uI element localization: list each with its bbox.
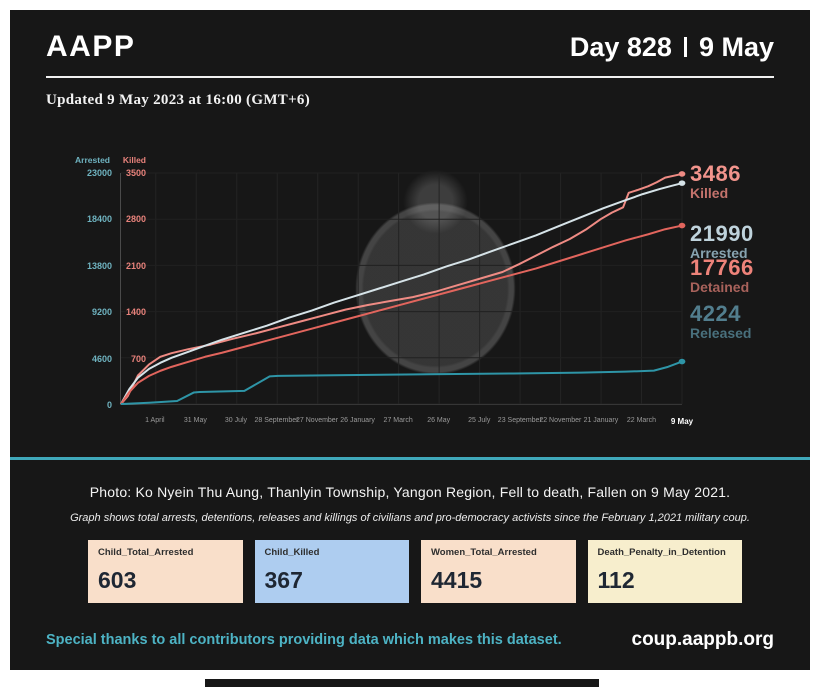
stat-card-death-penalty: Death_Penalty_in_Detention 112 [587, 540, 742, 603]
x-tick-label: 23 September [497, 417, 542, 424]
line-chart: Arrested Killed 23000 3500 18400 2800 13800 2… [50, 155, 786, 437]
day-label: Day 828 [569, 31, 672, 62]
header: AAPP Day 828 9 May [10, 10, 810, 64]
footer: Special thanks to all contributors provi… [46, 629, 774, 651]
series-end-dot-killed [678, 171, 686, 177]
killed-tick: 700 [130, 353, 146, 364]
released-label: Released [690, 325, 752, 341]
graph-note: Graph shows total arrests, detentions, r… [70, 512, 750, 524]
x-tick-label: 22 March [626, 417, 657, 424]
arrested-tick: 9200 [91, 307, 112, 318]
killed-total: 3486 [690, 161, 741, 186]
x-axis: 1 April 31 May 30 July 28 September 27 Novem… [120, 415, 693, 429]
arrested-tick: 23000 [86, 168, 112, 178]
photo-caption: Photo: Ko Nyein Thu Aung, Thanlyin Towns… [89, 484, 731, 500]
y-axis-row: 9200 1400 [50, 307, 146, 317]
separator-bar-icon [683, 37, 687, 57]
series-line-arrested [121, 183, 682, 404]
y-axis-row: 0 [50, 400, 146, 410]
chart-svg [121, 171, 686, 404]
stat-card-value: 4415 [431, 567, 483, 593]
arrested-tick: 4600 [91, 353, 112, 364]
x-tick-label: 26 May [427, 417, 451, 424]
stat-card-label: Child_Killed [264, 547, 320, 558]
y-axis-row: 23000 3500 [50, 168, 146, 178]
arrested-label: Arrested [690, 245, 748, 261]
detained-total: 17766 [690, 255, 754, 280]
stat-card-value: 112 [597, 567, 635, 593]
main-panel: AAPP Day 828 9 May Updated 9 May 2023 at… [10, 10, 810, 670]
released-total: 4224 [690, 301, 741, 326]
teal-divider [10, 457, 810, 460]
thanks-text: Special thanks to all contributors provi… [46, 632, 562, 648]
arrested-total: 21990 [690, 221, 754, 246]
annotation-killed: 3486 Killed [690, 163, 741, 203]
stat-cards-row: Child_Total_Arrested 603 Child_Killed 36… [88, 540, 742, 603]
arrested-tick: 13800 [86, 260, 112, 271]
stat-card-women-arrested: Women_Total_Arrested 4415 [421, 540, 576, 603]
website-link[interactable]: coup.aappb.org [631, 629, 775, 650]
arrested-tick: 0 [106, 400, 112, 410]
day-counter: Day 828 9 May [570, 32, 774, 63]
killed-tick [118, 400, 146, 410]
series-line-detained [121, 226, 682, 404]
stat-card-child-arrested: Child_Total_Arrested 603 [88, 540, 243, 603]
brand-title: AAPP [46, 30, 136, 63]
annotation-released: 4224 Released [690, 303, 751, 343]
stat-card-label: Child_Total_Arrested [98, 547, 194, 558]
x-tick-label: 1 April [145, 417, 165, 424]
x-tick-label: 25 July [468, 417, 491, 424]
killed-axis-title: Killed [122, 155, 146, 165]
y-axis: Arrested Killed 23000 3500 18400 2800 13800 2… [50, 155, 146, 410]
x-tick-label: 22 November [539, 417, 582, 424]
y-axis-row: 4600 700 [50, 354, 146, 364]
x-tick-label: 28 September [254, 417, 299, 424]
arrested-axis-title: Arrested [75, 155, 110, 165]
killed-tick: 2100 [125, 260, 146, 271]
stat-card-value: 367 [264, 567, 303, 593]
x-tick-label: 26 January [340, 417, 375, 424]
stat-card-label: Death_Penalty_in_Detention [597, 547, 726, 558]
annotation-detained: 17766 Detained [690, 257, 754, 297]
x-tick-label: 30 July [224, 417, 248, 424]
stat-card-label: Women_Total_Arrested [431, 547, 537, 558]
killed-tick: 3500 [125, 168, 146, 178]
series-end-dot-released [678, 358, 686, 365]
x-tick-label: 9 May [670, 417, 694, 426]
killed-tick: 1400 [125, 307, 146, 318]
series-line-killed [121, 174, 682, 404]
stat-card-value: 603 [98, 567, 137, 593]
y-axis-row: 13800 2100 [50, 261, 146, 271]
updated-timestamp: Updated 9 May 2023 at 16:00 (GMT+6) [46, 92, 311, 108]
annotation-arrested: 21990 Arrested [690, 223, 754, 263]
next-panel-edge [205, 679, 599, 687]
plot-area [120, 161, 686, 416]
stat-card-child-killed: Child_Killed 367 [254, 540, 409, 603]
y-axis-ticks: 23000 3500 18400 2800 13800 2100 9200 1400 4600 7… [50, 168, 146, 410]
y-axis-row: 18400 2800 [50, 214, 146, 224]
x-tick-label: 21 January [583, 417, 619, 424]
arrested-tick: 18400 [86, 214, 112, 225]
x-tick-label: 31 May [183, 417, 207, 424]
y-axis-headers: Arrested Killed [50, 155, 146, 165]
date-label: 9 May [698, 31, 774, 62]
detained-label: Detained [690, 279, 750, 295]
series-end-dot-detained [678, 222, 686, 229]
x-tick-label: 27 March [383, 417, 413, 424]
x-tick-label: 27 November [296, 417, 339, 424]
header-rule [46, 76, 774, 78]
series-line-released [121, 362, 682, 404]
killed-tick: 2800 [125, 214, 146, 225]
killed-label: Killed [690, 185, 729, 201]
series-end-dot-arrested [678, 180, 686, 186]
